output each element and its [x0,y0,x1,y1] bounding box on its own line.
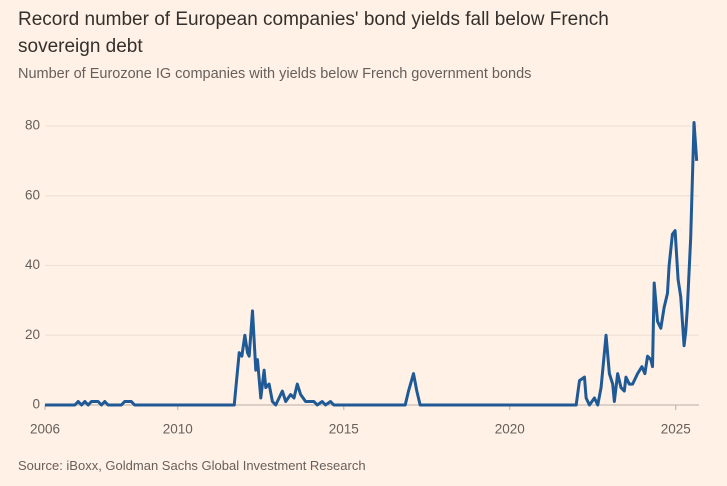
x-tick-label: 2020 [495,422,525,437]
data-line [45,121,699,407]
y-tick-label: 0 [32,397,40,412]
y-tick-label: 60 [25,187,40,202]
y-tick-label: 40 [25,257,40,272]
y-tick-label: 80 [25,118,40,133]
x-tick-label: 2025 [661,422,691,437]
x-tick-label: 2006 [30,422,60,437]
source-note: Source: iBoxx, Goldman Sachs Global Inve… [18,458,366,473]
chart-title: Record number of European companies' bon… [18,9,609,57]
x-tick-label: 2010 [163,422,193,437]
x-tick-label: 2015 [329,422,359,437]
chart-subtitle: Number of Eurozone IG companies with yie… [18,66,532,82]
y-tick-label: 20 [25,327,40,342]
